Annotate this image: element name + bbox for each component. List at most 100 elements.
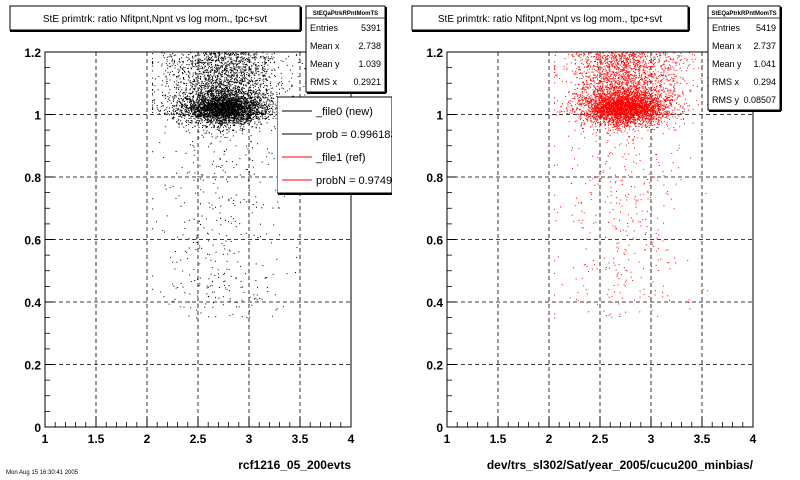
scatter-point bbox=[215, 112, 217, 114]
scatter-point bbox=[189, 144, 191, 146]
scatter-point bbox=[245, 168, 247, 170]
scatter-point bbox=[202, 114, 204, 115]
scatter-point bbox=[227, 100, 229, 102]
scatter-point bbox=[264, 97, 266, 99]
scatter-point bbox=[263, 94, 265, 96]
scatter-point bbox=[201, 102, 203, 104]
scatter-point bbox=[245, 85, 247, 86]
scatter-point bbox=[198, 62, 200, 63]
scatter-point bbox=[223, 100, 225, 101]
scatter-point bbox=[191, 82, 193, 84]
scatter-point bbox=[264, 102, 266, 104]
scatter-point bbox=[188, 124, 190, 126]
scatter-point bbox=[230, 110, 232, 112]
scatter-point bbox=[200, 112, 202, 114]
scatter-point bbox=[221, 111, 223, 112]
scatter-point bbox=[180, 98, 182, 100]
scatter-point bbox=[237, 117, 239, 119]
scatter-point bbox=[250, 97, 251, 98]
scatter-point bbox=[201, 83, 203, 85]
scatter-point bbox=[241, 93, 243, 95]
scatter-point bbox=[201, 114, 203, 116]
scatter-point bbox=[249, 105, 251, 107]
scatter-point bbox=[266, 93, 268, 94]
scatter-point bbox=[204, 86, 206, 87]
scatter-point bbox=[190, 106, 192, 108]
scatter-point bbox=[257, 112, 259, 114]
scatter-point bbox=[178, 75, 180, 77]
scatter-point bbox=[240, 286, 242, 288]
scatter-point bbox=[208, 121, 210, 123]
scatter-point bbox=[242, 114, 244, 116]
scatter-point bbox=[264, 95, 266, 97]
scatter-point bbox=[179, 62, 181, 64]
scatter-point bbox=[212, 208, 214, 210]
scatter-point bbox=[223, 57, 225, 59]
scatter-point bbox=[231, 102, 233, 104]
scatter-point bbox=[217, 95, 219, 97]
scatter-point bbox=[197, 108, 199, 110]
scatter-point bbox=[198, 99, 200, 101]
scatter-point bbox=[225, 178, 227, 180]
scatter-point bbox=[215, 99, 217, 101]
scatter-point bbox=[264, 59, 266, 61]
scatter-point bbox=[255, 127, 257, 129]
scatter-point bbox=[210, 53, 212, 55]
scatter-point bbox=[220, 109, 222, 111]
scatter-point bbox=[178, 195, 180, 197]
scatter-point bbox=[236, 111, 238, 113]
scatter-point bbox=[177, 75, 179, 77]
scatter-point bbox=[242, 87, 244, 89]
scatter-point bbox=[275, 118, 277, 120]
scatter-point bbox=[253, 118, 255, 120]
scatter-point bbox=[234, 108, 236, 110]
scatter-point bbox=[241, 97, 243, 99]
scatter-point bbox=[220, 74, 222, 76]
scatter-point bbox=[248, 74, 250, 76]
scatter-point bbox=[198, 70, 200, 72]
scatter-point bbox=[220, 105, 221, 107]
scatter-point bbox=[212, 92, 214, 94]
scatter-point bbox=[240, 104, 242, 105]
scatter-point bbox=[271, 69, 273, 71]
scatter-point bbox=[175, 96, 177, 98]
scatter-point bbox=[223, 153, 225, 155]
scatter-point bbox=[199, 109, 201, 111]
scatter-point bbox=[248, 115, 250, 116]
scatter-point bbox=[237, 115, 239, 116]
scatter-point bbox=[230, 105, 232, 107]
scatter-point bbox=[193, 101, 194, 103]
scatter-point bbox=[233, 121, 235, 123]
scatter-point bbox=[191, 99, 193, 101]
scatter-point bbox=[198, 102, 200, 104]
scatter-point bbox=[188, 98, 190, 100]
scatter-point bbox=[206, 54, 208, 55]
scatter-point bbox=[188, 219, 190, 221]
scatter-point bbox=[220, 58, 222, 59]
scatter-point bbox=[245, 120, 247, 122]
scatter-point bbox=[265, 118, 267, 120]
scatter-point bbox=[215, 103, 217, 105]
scatter-point bbox=[195, 122, 197, 124]
scatter-point bbox=[152, 89, 154, 91]
scatter-point bbox=[194, 112, 196, 114]
scatter-point bbox=[225, 129, 227, 131]
scatter-point bbox=[180, 283, 182, 284]
scatter-point bbox=[242, 98, 244, 100]
scatter-point bbox=[220, 90, 221, 92]
scatter-point bbox=[197, 93, 199, 95]
scatter-point bbox=[225, 88, 227, 90]
scatter-point bbox=[229, 57, 231, 59]
scatter-point bbox=[215, 96, 217, 98]
scatter-point bbox=[152, 53, 154, 55]
scatter-point bbox=[261, 72, 263, 74]
scatter-point bbox=[173, 285, 175, 287]
scatter-point bbox=[234, 78, 236, 80]
scatter-point bbox=[205, 110, 207, 112]
scatter-point bbox=[212, 91, 214, 92]
scatter-point bbox=[279, 88, 280, 90]
scatter-point bbox=[194, 172, 196, 174]
scatter-point bbox=[241, 104, 243, 106]
scatter-point bbox=[200, 95, 202, 96]
scatter-point bbox=[208, 114, 210, 115]
